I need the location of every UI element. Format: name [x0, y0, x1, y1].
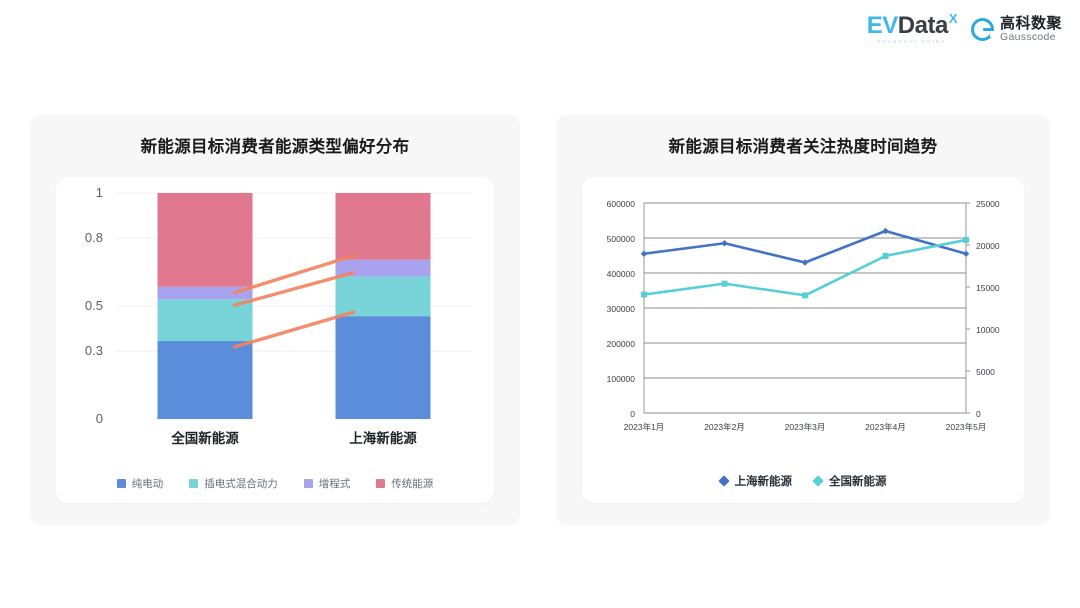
line-y-right-tick: 25000 [976, 199, 1000, 209]
line-data-point[interactable] [882, 252, 889, 259]
line-data-point[interactable] [802, 292, 808, 299]
panel-attention-trend: 新能源目标消费者关注热度时间趋势 0 100000 200000 300000 4000… [556, 115, 1050, 525]
chart-card-left: 0 0.3 0.5 0.8 1 全国新能源 上海新能源 纯电动 插电式混合动力 增程式 传统能源 [56, 177, 494, 503]
bar-segment[interactable] [157, 341, 253, 419]
line-y-right-tick: 5000 [976, 367, 995, 377]
line-x-axis-tick: 2023年3月 [785, 422, 826, 432]
line-chart: 0 100000 200000 300000 400000 500000 600000 0 50… [582, 177, 1024, 503]
legend-item-3[interactable]: 传统能源 [376, 476, 433, 491]
evdata-tagline: SHANGHAI CHINA [877, 39, 947, 44]
legend-item-1[interactable]: 插电式混合动力 [189, 476, 278, 491]
bar-connector-line [232, 253, 356, 295]
legend-item-0[interactable]: 纯电动 [116, 476, 164, 491]
legend-diamond-icon [717, 475, 730, 487]
bar-segment[interactable] [335, 259, 431, 277]
line-data-point[interactable] [641, 291, 647, 298]
line-data-point[interactable] [721, 280, 728, 287]
line-legend-item-1[interactable]: 全国新能源 [812, 473, 887, 489]
line-y-left-tick: 600000 [607, 199, 636, 209]
legend-diamond-icon [812, 475, 824, 487]
legend-swatch-icon [376, 479, 386, 488]
line-legend-item-0[interactable]: 上海新能源 [717, 473, 793, 489]
line-y-left-tick: 200000 [607, 339, 636, 349]
line-x-axis-tick: 2023年5月 [946, 422, 987, 432]
gausscode-logo: 高科数聚 Gausscode [970, 16, 1062, 43]
line-y-right-tick: 0 [976, 409, 981, 419]
evdata-letter-v: V [882, 12, 898, 39]
line-chart-svg: 0 100000 200000 300000 400000 500000 600000 0 50… [607, 199, 1000, 432]
bar-category-label: 全国新能源 [170, 430, 239, 446]
bar-segment[interactable] [335, 276, 431, 317]
evdata-wordmark: E V Data X [866, 11, 958, 39]
line-data-point[interactable] [721, 239, 728, 247]
gausscode-name-cn: 高科数聚 [999, 14, 1062, 32]
bar-segment[interactable] [157, 286, 253, 300]
gausscode-name-en: Gausscode [999, 30, 1056, 43]
line-data-point[interactable] [640, 250, 648, 258]
line-data-point[interactable] [962, 250, 970, 258]
line-x-axis-tick: 2023年2月 [704, 422, 745, 432]
bar-y-axis-tick: 1 [96, 185, 103, 200]
line-y-left-tick: 400000 [607, 269, 636, 279]
line-series-1[interactable] [641, 236, 969, 299]
stacked-bar-legend: 纯电动 插电式混合动力 增程式 传统能源 [56, 476, 494, 491]
bar-y-axis-tick: 0.8 [85, 230, 103, 245]
stacked-bar-svg: 0 0.3 0.5 0.8 1 全国新能源 上海新能源 [85, 185, 472, 446]
line-y-right-tick: 15000 [976, 283, 1000, 293]
bar-segment[interactable] [157, 193, 253, 287]
legend-swatch-icon [189, 479, 199, 488]
legend-label: 插电式混合动力 [204, 478, 278, 490]
evdata-logo: E V Data X SHANGHAI CHINA [866, 11, 958, 45]
line-data-point[interactable] [963, 236, 969, 243]
line-chart-legend: 上海新能源 全国新能源 [582, 473, 1024, 489]
line-legend-label: 全国新能源 [829, 476, 887, 488]
line-y-left-tick: 100000 [607, 374, 636, 384]
legend-label: 传统能源 [391, 478, 434, 490]
line-legend-label: 上海新能源 [734, 476, 793, 488]
legend-swatch-icon [303, 479, 313, 488]
gausscode-g-icon [970, 17, 995, 41]
legend-label: 增程式 [318, 478, 351, 490]
line-data-point[interactable] [882, 227, 889, 235]
line-x-axis-tick: 2023年4月 [865, 422, 906, 432]
bar-connector-line [232, 310, 356, 349]
line-x-axis-tick: 2023年1月 [624, 422, 665, 432]
line-y-left-tick: 300000 [607, 304, 636, 314]
legend-item-2[interactable]: 增程式 [303, 476, 351, 491]
evdata-letter-e: E [866, 12, 883, 39]
bar-segment[interactable] [335, 193, 431, 260]
legend-label: 纯电动 [131, 478, 164, 490]
brand-header: E V Data X SHANGHAI CHINA 高科数聚 Gausscode [866, 11, 1062, 45]
page-title-right: 新能源目标消费者关注热度时间趋势 [668, 138, 938, 156]
evdata-letter-x: X [948, 11, 958, 26]
gausscode-text: 高科数聚 Gausscode [1000, 16, 1062, 43]
bar-segment[interactable] [335, 316, 431, 419]
legend-swatch-icon [116, 479, 126, 488]
line-series-0[interactable] [640, 227, 970, 266]
panel-energy-preference: 新能源目标消费者能源类型偏好分布 0 0.3 0.5 0.8 1 全国新能源 上海新能源 纯… [30, 115, 520, 525]
bar-y-axis-tick: 0 [96, 411, 103, 426]
line-y-left-tick: 500000 [607, 234, 636, 244]
bar-connector-line [232, 270, 356, 307]
chart-card-right: 0 100000 200000 300000 400000 500000 600000 0 50… [582, 177, 1024, 503]
line-y-right-tick: 10000 [976, 325, 1000, 335]
stacked-bar-chart: 0 0.3 0.5 0.8 1 全国新能源 上海新能源 纯电动 插电式混合动力 增程式 传统能源 [56, 177, 494, 503]
bar-y-axis-tick: 0.3 [85, 343, 103, 358]
evdata-letters-data: Data [897, 12, 949, 39]
bar-category-label: 上海新能源 [349, 430, 417, 446]
bar-y-axis-tick: 0.5 [85, 298, 103, 313]
line-y-right-tick: 20000 [976, 241, 1000, 251]
line-y-left-tick: 0 [630, 409, 635, 419]
line-data-point[interactable] [801, 259, 809, 266]
page-title-left: 新能源目标消费者能源类型偏好分布 [140, 138, 410, 156]
